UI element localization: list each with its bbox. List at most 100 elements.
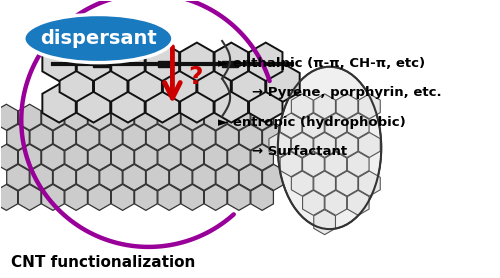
Text: dispersant: dispersant: [40, 29, 156, 48]
Polygon shape: [42, 104, 64, 130]
Polygon shape: [302, 152, 324, 177]
Text: ► entropic (hydrophobic): ► entropic (hydrophobic): [218, 116, 406, 129]
Polygon shape: [128, 63, 162, 102]
Polygon shape: [358, 171, 380, 196]
Polygon shape: [348, 113, 369, 138]
Bar: [222, 61, 238, 67]
Polygon shape: [134, 144, 157, 170]
Polygon shape: [204, 144, 227, 170]
Polygon shape: [170, 164, 192, 190]
Polygon shape: [42, 84, 76, 123]
Polygon shape: [76, 164, 99, 190]
Polygon shape: [112, 104, 134, 130]
Polygon shape: [18, 144, 41, 170]
Polygon shape: [216, 124, 238, 150]
Polygon shape: [123, 124, 146, 150]
Polygon shape: [251, 104, 274, 130]
Polygon shape: [0, 104, 18, 130]
Polygon shape: [198, 63, 231, 102]
Polygon shape: [18, 184, 41, 210]
Polygon shape: [6, 164, 30, 190]
Polygon shape: [163, 63, 196, 102]
Polygon shape: [302, 113, 324, 138]
Polygon shape: [181, 144, 204, 170]
Polygon shape: [302, 190, 324, 215]
Polygon shape: [228, 144, 250, 170]
Polygon shape: [112, 144, 134, 170]
Polygon shape: [269, 132, 290, 157]
Polygon shape: [232, 63, 265, 102]
Polygon shape: [53, 164, 76, 190]
Polygon shape: [314, 171, 336, 196]
Polygon shape: [42, 43, 76, 81]
Polygon shape: [325, 152, 346, 177]
Polygon shape: [249, 43, 282, 81]
Polygon shape: [65, 144, 88, 170]
Polygon shape: [134, 184, 157, 210]
Polygon shape: [249, 84, 282, 123]
Polygon shape: [112, 84, 144, 123]
Text: → Surfactant: → Surfactant: [252, 145, 348, 158]
Polygon shape: [60, 63, 93, 102]
Polygon shape: [228, 104, 250, 130]
Bar: [93, 61, 109, 67]
Polygon shape: [292, 171, 313, 196]
Polygon shape: [146, 43, 179, 81]
Polygon shape: [204, 104, 227, 130]
Polygon shape: [251, 144, 274, 170]
Polygon shape: [65, 184, 88, 210]
Polygon shape: [204, 184, 227, 210]
Polygon shape: [314, 94, 336, 119]
Polygon shape: [336, 171, 358, 196]
Polygon shape: [158, 144, 180, 170]
Polygon shape: [314, 210, 336, 235]
Polygon shape: [30, 164, 52, 190]
Polygon shape: [325, 113, 346, 138]
Polygon shape: [42, 184, 64, 210]
Text: ?: ?: [188, 64, 203, 89]
Polygon shape: [251, 184, 274, 210]
Polygon shape: [280, 113, 302, 138]
Polygon shape: [77, 43, 110, 81]
Polygon shape: [239, 164, 262, 190]
Polygon shape: [6, 124, 30, 150]
Polygon shape: [181, 104, 204, 130]
Polygon shape: [112, 184, 134, 210]
Polygon shape: [348, 152, 369, 177]
Polygon shape: [100, 164, 122, 190]
Polygon shape: [94, 63, 128, 102]
Text: ► enthalpic (π-π, CH-π, etc): ► enthalpic (π-π, CH-π, etc): [218, 57, 425, 70]
Bar: [158, 61, 174, 67]
Text: → Pyrene, porphyrin, etc.: → Pyrene, porphyrin, etc.: [252, 86, 442, 99]
Polygon shape: [214, 43, 248, 81]
Polygon shape: [348, 190, 369, 215]
Polygon shape: [192, 164, 216, 190]
Polygon shape: [158, 104, 180, 130]
Polygon shape: [239, 124, 262, 150]
Polygon shape: [336, 94, 358, 119]
Polygon shape: [123, 164, 146, 190]
Polygon shape: [180, 43, 214, 81]
Polygon shape: [292, 94, 313, 119]
Polygon shape: [88, 184, 110, 210]
Polygon shape: [88, 144, 110, 170]
Polygon shape: [158, 184, 180, 210]
Polygon shape: [170, 124, 192, 150]
Polygon shape: [18, 104, 41, 130]
Ellipse shape: [278, 67, 382, 229]
Polygon shape: [42, 144, 64, 170]
Polygon shape: [358, 132, 380, 157]
Polygon shape: [88, 104, 110, 130]
Polygon shape: [146, 84, 179, 123]
Polygon shape: [192, 124, 216, 150]
Text: CNT functionalization: CNT functionalization: [12, 255, 196, 270]
Polygon shape: [53, 124, 76, 150]
Polygon shape: [65, 104, 88, 130]
Polygon shape: [262, 164, 285, 190]
Polygon shape: [146, 124, 169, 150]
Polygon shape: [180, 84, 214, 123]
Ellipse shape: [24, 14, 173, 63]
Polygon shape: [228, 184, 250, 210]
Polygon shape: [358, 94, 380, 119]
Polygon shape: [314, 132, 336, 157]
